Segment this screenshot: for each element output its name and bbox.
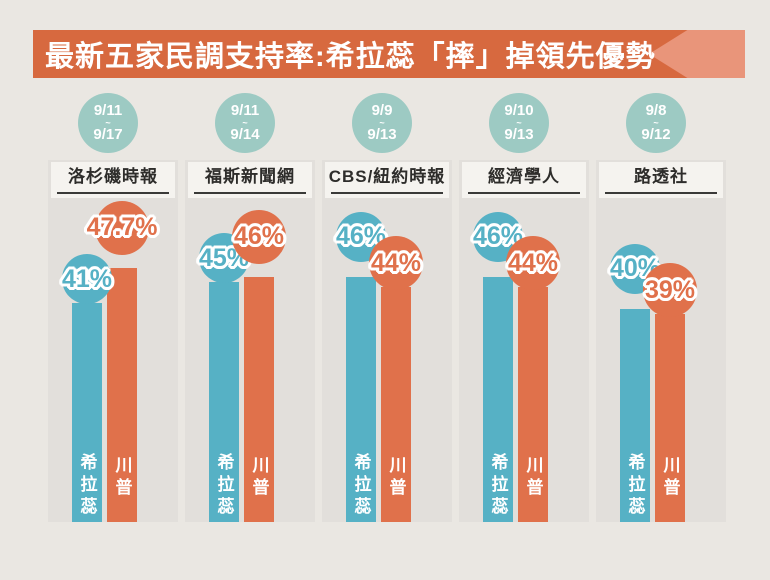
trump-bar: 川普 — [381, 287, 411, 522]
date-end: 9/12 — [641, 126, 671, 143]
date-end: 9/14 — [230, 126, 260, 143]
poll-header: 洛杉磯時報 — [51, 162, 175, 198]
trump-percent-label: 47.7% — [86, 213, 158, 242]
trump-percent-badge: 39% — [643, 263, 697, 318]
trump-percent-label: 44% — [507, 248, 559, 277]
trump-percent-badge: 44% — [506, 236, 560, 291]
date-separator: ~ — [242, 118, 248, 128]
hillary-name-label: 希拉蕊 — [214, 453, 234, 519]
trump-name-label: 川普 — [112, 456, 132, 500]
date-separator: ~ — [516, 118, 522, 128]
hillary-percent-badge: 40% — [610, 243, 660, 294]
date-start: 9/11 — [230, 102, 260, 119]
poll-name: 洛杉磯時報 — [68, 167, 158, 186]
hillary-percent-badge: 41% — [61, 254, 113, 305]
trump-bar: 川普 — [107, 267, 137, 522]
trump-percent-label: 46% — [233, 222, 285, 251]
poll-name: CBS/紐約時報 — [328, 167, 446, 186]
hillary-name-label: 希拉蕊 — [625, 453, 645, 519]
date-end: 9/13 — [367, 126, 397, 143]
trump-bar: 川普 — [244, 276, 274, 522]
trump-percent-badge: 47.7% — [87, 200, 157, 255]
date-end: 9/13 — [504, 126, 534, 143]
trump-name-label: 川普 — [523, 456, 543, 500]
trump-bar: 川普 — [655, 314, 685, 522]
hillary-percent-label: 41% — [61, 264, 113, 293]
poll-column: 9/11 ~ 9/17 洛杉磯時報 希拉蕊 川普 41% 47.7% — [48, 93, 178, 522]
hillary-bar: 希拉蕊 — [209, 282, 239, 522]
trump-name-label: 川普 — [386, 456, 406, 500]
date-range-badge: 9/8 ~ 9/12 — [626, 93, 686, 153]
date-start: 9/10 — [504, 102, 534, 119]
trump-bar: 川普 — [518, 287, 548, 522]
date-separator: ~ — [379, 118, 385, 128]
date-range-badge: 9/10 ~ 9/13 — [489, 93, 549, 153]
hillary-name-label: 希拉蕊 — [488, 453, 508, 519]
trump-percent-label: 39% — [644, 275, 696, 304]
date-range-badge: 9/9 ~ 9/13 — [352, 93, 412, 153]
poll-header: 路透社 — [599, 162, 723, 198]
poll-column: 9/10 ~ 9/13 經濟學人 希拉蕊 川普 46% 44% — [459, 93, 589, 522]
date-start: 9/11 — [93, 102, 123, 119]
hillary-bar: 希拉蕊 — [346, 276, 376, 522]
title-banner: 最新五家民調支持率:希拉蕊「摔」掉領先優勢 — [33, 30, 745, 78]
trump-percent-label: 44% — [370, 248, 422, 277]
date-end: 9/17 — [93, 126, 123, 143]
date-start: 9/8 — [645, 102, 667, 119]
hillary-name-label: 希拉蕊 — [77, 453, 97, 519]
trump-percent-badge: 44% — [369, 236, 423, 291]
poll-name-underline — [57, 192, 169, 194]
poll-header: 經濟學人 — [462, 162, 586, 198]
poll-name: 經濟學人 — [488, 167, 560, 186]
date-range-badge: 9/11 ~ 9/17 — [78, 93, 138, 153]
banner-arrow-icon — [649, 30, 745, 78]
trump-percent-badge: 46% — [232, 209, 286, 264]
hillary-name-label: 希拉蕊 — [351, 453, 371, 519]
poll-header: 福斯新聞網 — [188, 162, 312, 198]
poll-name-underline — [331, 192, 443, 194]
poll-column: 9/11 ~ 9/14 福斯新聞網 希拉蕊 川普 45% 46% — [185, 93, 315, 522]
poll-name: 路透社 — [634, 167, 688, 186]
hillary-bar: 希拉蕊 — [483, 276, 513, 522]
trump-name-label: 川普 — [249, 456, 269, 500]
date-range-badge: 9/11 ~ 9/14 — [215, 93, 275, 153]
poll-name-underline — [468, 192, 580, 194]
poll-column: 9/9 ~ 9/13 CBS/紐約時報 希拉蕊 川普 46% 44% — [322, 93, 452, 522]
date-start: 9/9 — [371, 102, 393, 119]
poll-name: 福斯新聞網 — [205, 167, 295, 186]
poll-name-underline — [194, 192, 306, 194]
date-separator: ~ — [653, 118, 659, 128]
hillary-bar: 希拉蕊 — [72, 303, 102, 522]
poll-column: 9/8 ~ 9/12 路透社 希拉蕊 川普 40% 39% — [596, 93, 726, 522]
page-title: 最新五家民調支持率:希拉蕊「摔」掉領先優勢 — [45, 41, 656, 73]
trump-name-label: 川普 — [660, 456, 680, 500]
date-separator: ~ — [105, 118, 111, 128]
hillary-bar: 希拉蕊 — [620, 308, 650, 522]
poll-name-underline — [605, 192, 717, 194]
poll-header: CBS/紐約時報 — [325, 162, 449, 198]
